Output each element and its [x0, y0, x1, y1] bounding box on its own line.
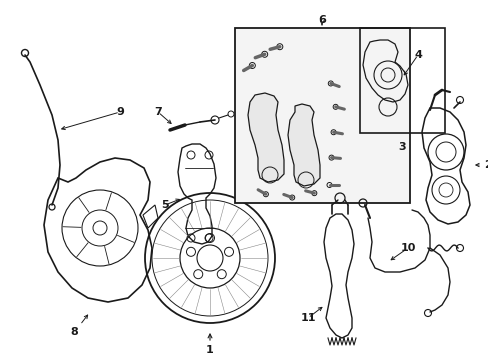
- Bar: [235, 28, 409, 203]
- Polygon shape: [142, 205, 158, 228]
- Text: 11: 11: [300, 313, 315, 323]
- Text: 2: 2: [483, 160, 488, 170]
- Text: 9: 9: [116, 107, 123, 117]
- Text: 1: 1: [206, 345, 213, 355]
- Text: 8: 8: [70, 327, 78, 337]
- Text: 7: 7: [154, 107, 162, 117]
- Text: 6: 6: [317, 15, 325, 25]
- Text: 10: 10: [400, 243, 415, 253]
- Bar: [359, 28, 444, 133]
- Text: 3: 3: [397, 142, 405, 152]
- Text: 5: 5: [161, 200, 168, 210]
- Polygon shape: [247, 93, 284, 182]
- Polygon shape: [287, 104, 319, 186]
- Text: 4: 4: [413, 50, 421, 60]
